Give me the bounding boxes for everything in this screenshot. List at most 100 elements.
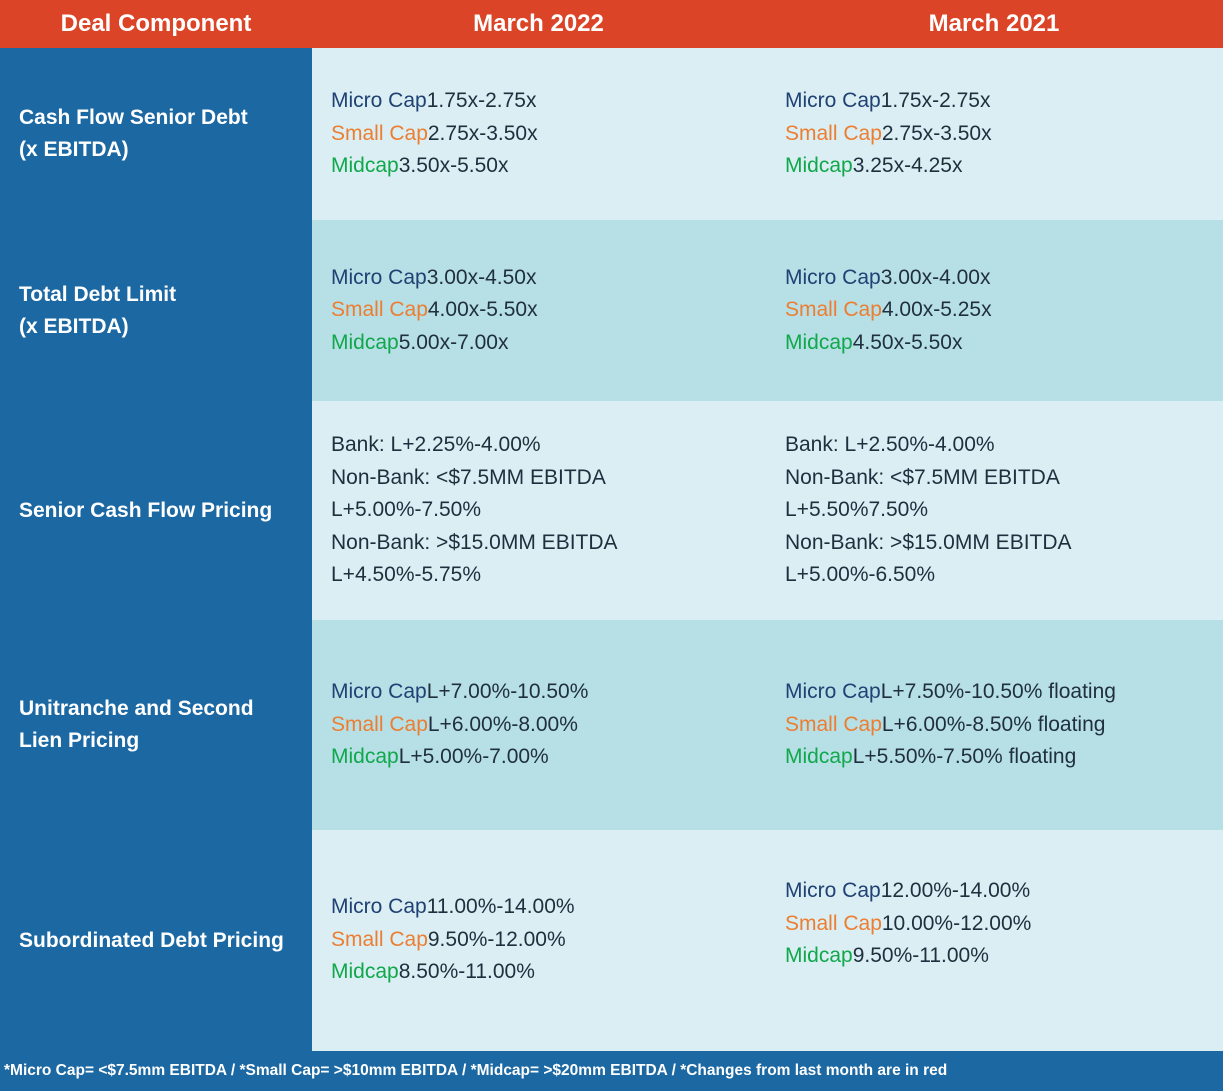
row-label-line: Lien Pricing xyxy=(19,729,140,752)
tier-value: 1.75x-2.75x xyxy=(426,89,537,113)
tier-line-micro: Micro Cap3.00x-4.00x xyxy=(785,262,1205,295)
row-band-unitranche xyxy=(312,620,1223,830)
tier-label-micro: Micro Cap xyxy=(331,680,427,704)
tier-value: 4.00x-5.25x xyxy=(881,298,992,322)
tier-value: 2.75x-3.50x xyxy=(881,121,992,145)
row-band-subordinated-debt xyxy=(312,830,1223,1051)
tier-label-mid: Midcap xyxy=(785,745,853,769)
tier-label-mid: Midcap xyxy=(331,960,399,984)
tier-label-small: Small Cap xyxy=(785,121,882,145)
tier-value: L+7.50%-10.50% floating xyxy=(880,680,1116,704)
header-march-2021: March 2021 xyxy=(928,10,1060,37)
row-band-total-debt-limit xyxy=(312,220,1223,401)
tier-value: 3.25x-4.25x xyxy=(852,154,963,178)
row-label-line: Unitranche and Second xyxy=(19,697,254,720)
cell-subordinated-debt-2022: Micro Cap11.00%-14.00% Small Cap9.50%-12… xyxy=(331,860,751,1020)
cell-total-debt-limit-2022: Micro Cap3.00x-4.50x Small Cap4.00x-5.50… xyxy=(331,220,751,401)
tier-label-small: Small Cap xyxy=(331,712,428,736)
tier-line-micro: Micro Cap3.00x-4.50x xyxy=(331,262,751,295)
tier-label-mid: Midcap xyxy=(785,944,853,968)
row-band-senior-cash-flow-pricing xyxy=(312,401,1223,620)
pricing-line-nonbank-large: Non-Bank: >$15.0MM EBITDA L+4.50%-5.75% xyxy=(331,530,617,587)
tier-value: 3.00x-4.00x xyxy=(880,265,991,289)
tier-line-mid: Midcap8.50%-11.00% xyxy=(331,956,751,989)
tier-value: 4.50x-5.50x xyxy=(852,330,963,354)
tier-label-micro: Micro Cap xyxy=(331,265,427,289)
tier-label-micro: Micro Cap xyxy=(331,89,427,113)
tier-line-micro: Micro Cap1.75x-2.75x xyxy=(785,85,1205,118)
tier-label-micro: Micro Cap xyxy=(785,89,881,113)
tier-line-micro: Micro CapL+7.00%-10.50% xyxy=(331,676,751,709)
tier-line-small: Small Cap2.75x-3.50x xyxy=(331,118,751,151)
tier-value: L+6.00%-8.50% floating xyxy=(881,712,1106,736)
pricing-line-bank: Bank: L+2.25%-4.00% xyxy=(331,433,541,457)
tier-value: L+5.50%-7.50% floating xyxy=(852,745,1077,769)
tier-line-mid: Midcap9.50%-11.00% xyxy=(785,940,1205,973)
tier-line-small: Small Cap4.00x-5.50x xyxy=(331,294,751,327)
row-label-line: Cash Flow Senior Debt xyxy=(19,106,248,129)
header-deal-component: Deal Component xyxy=(60,10,252,37)
cell-cash-flow-senior-debt-2022: Micro Cap1.75x-2.75x Small Cap2.75x-3.50… xyxy=(331,48,751,220)
tier-line-micro: Micro CapL+7.50%-10.50% floating xyxy=(785,676,1205,709)
header-march-2022: March 2022 xyxy=(473,10,604,37)
tier-value: 12.00%-14.00% xyxy=(880,879,1031,903)
tier-line-micro: Micro Cap12.00%-14.00% xyxy=(785,875,1205,908)
tier-label-micro: Micro Cap xyxy=(785,879,881,903)
tier-label-mid: Midcap xyxy=(331,154,399,178)
table-header: Deal Component March 2022 March 2021 xyxy=(0,0,1223,48)
pricing-line-nonbank-small: Non-Bank: <$7.5MM EBITDA L+5.50%7.50% xyxy=(785,465,1059,522)
tier-label-micro: Micro Cap xyxy=(785,265,881,289)
tier-value: 2.75x-3.50x xyxy=(427,121,538,145)
cell-senior-cash-flow-pricing-2022: Bank: L+2.25%-4.00% Non-Bank: <$7.5MM EB… xyxy=(331,401,736,620)
row-label-line: (x EBITDA) xyxy=(19,314,129,338)
footnote: *Micro Cap= <$7.5mm EBITDA / *Small Cap=… xyxy=(0,1051,1223,1091)
tier-value: 11.00%-14.00% xyxy=(426,895,575,919)
row-band-cash-flow-senior-debt xyxy=(312,48,1223,220)
tier-label-small: Small Cap xyxy=(785,911,882,935)
row-label-line: Subordinated Debt Pricing xyxy=(19,928,284,952)
cell-unitranche-2021: Micro CapL+7.50%-10.50% floating Small C… xyxy=(785,620,1205,830)
tier-line-small: Small Cap4.00x-5.25x xyxy=(785,294,1205,327)
cell-unitranche-2022: Micro CapL+7.00%-10.50% Small CapL+6.00%… xyxy=(331,620,751,830)
tier-label-small: Small Cap xyxy=(785,712,882,736)
tier-value: L+7.00%-10.50% xyxy=(426,680,589,704)
row-label-cash-flow-senior-debt: Cash Flow Senior Debt (x EBITDA) xyxy=(0,48,312,220)
pricing-line-nonbank-small: Non-Bank: <$7.5MM EBITDA L+5.00%-7.50% xyxy=(331,465,605,522)
tier-value: L+5.00%-7.00% xyxy=(398,745,549,769)
row-label-line: (x EBITDA) xyxy=(19,138,129,161)
tier-value: 9.50%-11.00% xyxy=(852,944,989,968)
pricing-line-bank: Bank: L+2.50%-4.00% xyxy=(785,433,995,457)
tier-label-small: Small Cap xyxy=(331,121,428,145)
tier-line-mid: Midcap4.50x-5.50x xyxy=(785,327,1205,360)
tier-label-mid: Midcap xyxy=(331,745,399,769)
cell-subordinated-debt-2021: Micro Cap12.00%-14.00% Small Cap10.00%-1… xyxy=(785,844,1205,1004)
tier-line-mid: Midcap5.00x-7.00x xyxy=(331,327,751,360)
tier-line-micro: Micro Cap1.75x-2.75x xyxy=(331,85,751,118)
row-label-line: Senior Cash Flow Pricing xyxy=(19,498,273,522)
tier-line-mid: MidcapL+5.50%-7.50% floating xyxy=(785,741,1205,774)
row-label-total-debt-limit: Total Debt Limit (x EBITDA) xyxy=(0,220,312,401)
tier-line-small: Small Cap9.50%-12.00% xyxy=(331,924,751,957)
tier-label-mid: Midcap xyxy=(785,154,853,178)
tier-label-small: Small Cap xyxy=(331,298,428,322)
tier-line-mid: Midcap3.50x-5.50x xyxy=(331,150,751,183)
tier-value: 5.00x-7.00x xyxy=(398,330,509,354)
tier-line-mid: MidcapL+5.00%-7.00% xyxy=(331,741,751,774)
tier-label-micro: Micro Cap xyxy=(785,680,881,704)
row-label-subordinated-debt: Subordinated Debt Pricing xyxy=(0,830,312,1051)
tier-label-small: Small Cap xyxy=(785,298,882,322)
tier-value: 3.50x-5.50x xyxy=(398,154,509,178)
row-label-line: Total Debt Limit xyxy=(19,282,177,306)
cell-senior-cash-flow-pricing-2021: Bank: L+2.50%-4.00% Non-Bank: <$7.5MM EB… xyxy=(785,401,1190,620)
tier-value: L+6.00%-8.00% xyxy=(427,712,578,736)
tier-value: 9.50%-12.00% xyxy=(427,927,566,951)
tier-value: 8.50%-11.00% xyxy=(398,960,535,984)
row-label-unitranche: Unitranche and Second Lien Pricing xyxy=(0,620,312,830)
tier-label-mid: Midcap xyxy=(785,330,853,354)
tier-label-mid: Midcap xyxy=(331,330,399,354)
pricing-line-nonbank-large: Non-Bank: >$15.0MM EBITDA L+5.00%-6.50% xyxy=(785,530,1071,587)
cell-cash-flow-senior-debt-2021: Micro Cap1.75x-2.75x Small Cap2.75x-3.50… xyxy=(785,48,1205,220)
tier-line-small: Small CapL+6.00%-8.00% xyxy=(331,709,751,742)
tier-value: 4.00x-5.50x xyxy=(427,298,538,322)
tier-line-small: Small Cap2.75x-3.50x xyxy=(785,118,1205,151)
